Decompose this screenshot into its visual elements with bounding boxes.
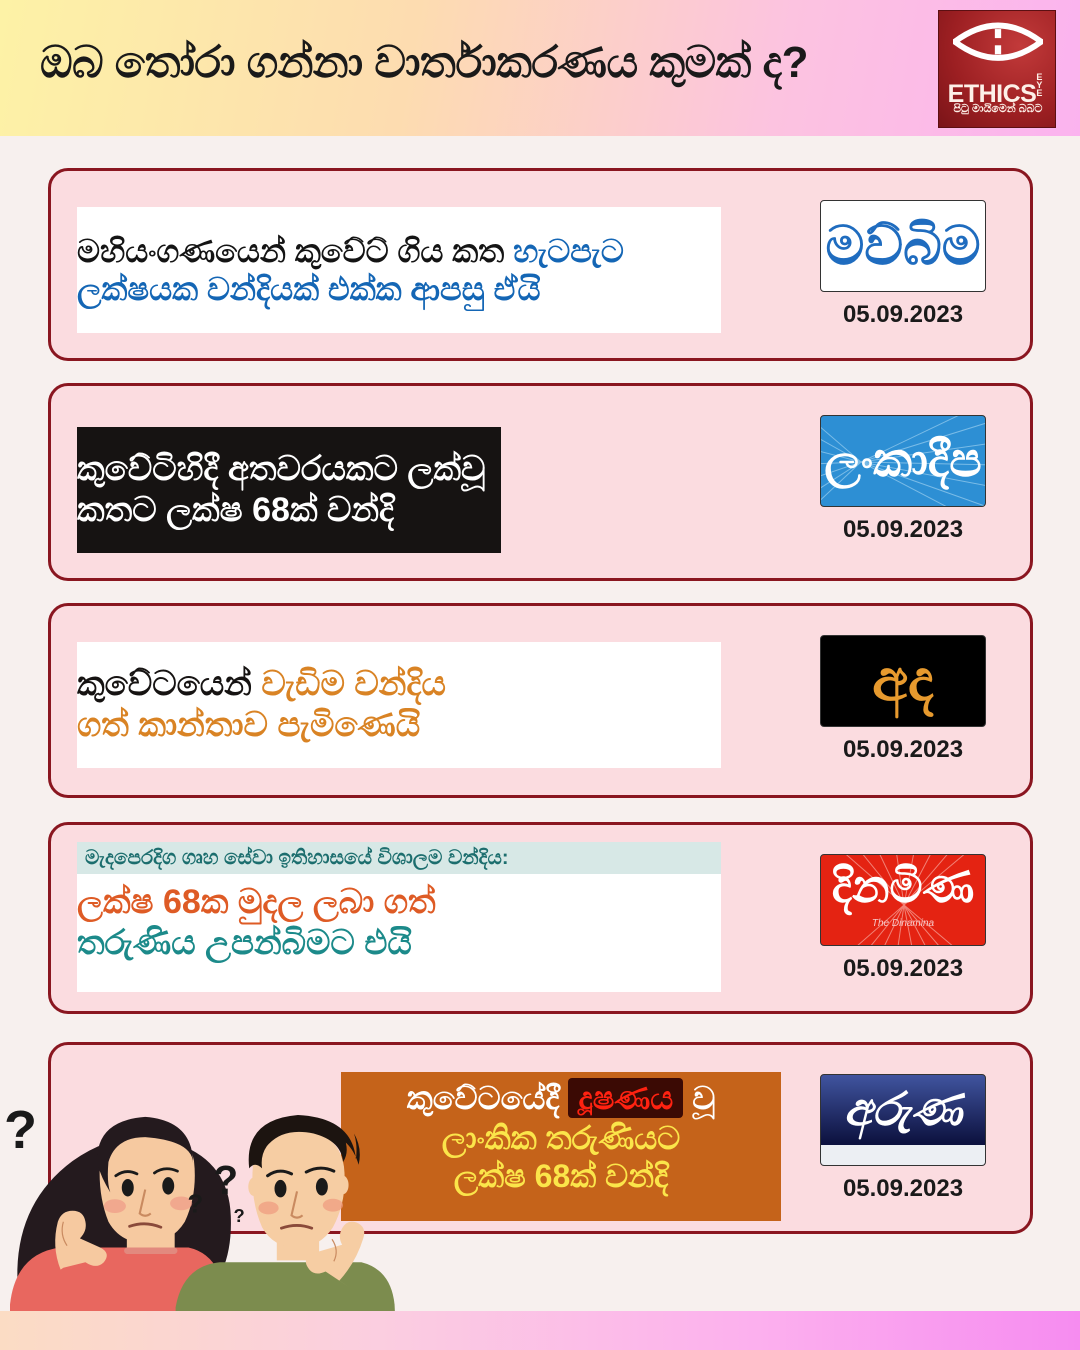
- svg-text:?: ?: [4, 1100, 37, 1160]
